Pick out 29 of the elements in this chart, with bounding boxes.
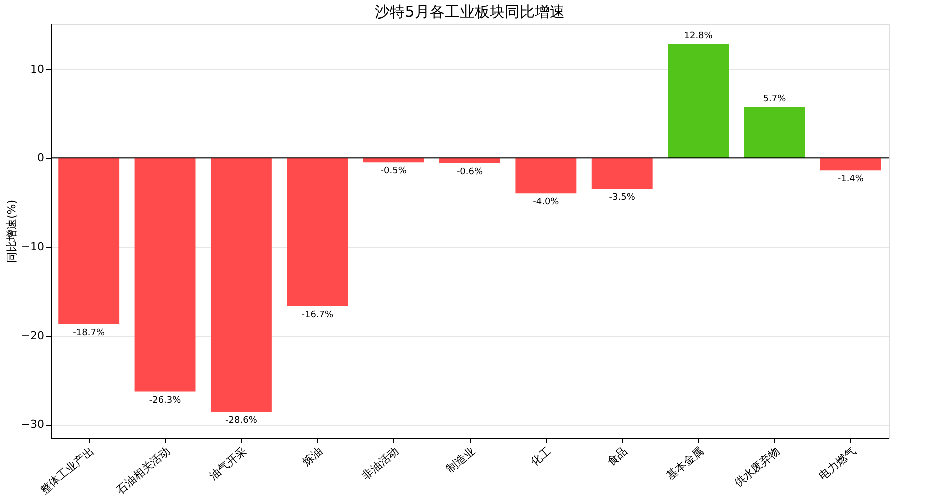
data-label: -18.7%: [73, 328, 106, 338]
x-tick-label: 制造业: [444, 444, 478, 476]
data-label: -0.6%: [456, 167, 484, 178]
y-tick-label: −10: [21, 240, 44, 254]
data-label: -26.3%: [149, 396, 182, 406]
x-tick-label: 基本金属: [664, 444, 706, 483]
y-axis-title: 同比增速(%): [5, 200, 18, 264]
data-label: 5.7%: [763, 94, 787, 105]
chart-title: 沙特5月各工业板块同比增速: [375, 3, 565, 21]
data-label: -28.6%: [226, 416, 258, 426]
data-label: 12.8%: [684, 31, 714, 42]
data-label: -4.0%: [533, 198, 560, 208]
x-tick-label: 整体工业产出: [38, 444, 97, 496]
x-tick-label: 供水废弃物: [732, 444, 782, 490]
y-tick-label: 0: [38, 152, 44, 165]
data-label: -0.5%: [380, 166, 408, 177]
y-tick-label: −30: [21, 418, 44, 432]
x-tick-label: 化工: [528, 444, 554, 469]
x-tick-label: 油气开采: [207, 444, 250, 483]
data-label: -1.4%: [838, 174, 864, 185]
data-label: -3.5%: [609, 193, 636, 204]
x-tick-label: 食品: [604, 444, 630, 469]
x-tick-label: 电力燃气: [816, 444, 859, 483]
x-tick-label: 炼油: [300, 444, 326, 469]
x-tick-label: 石油相关活动: [114, 444, 173, 496]
y-tick-label: −20: [21, 329, 44, 342]
data-label: -16.7%: [302, 310, 334, 321]
y-tick-label: 10: [30, 62, 44, 76]
x-tick-label: 非油活动: [359, 444, 402, 483]
